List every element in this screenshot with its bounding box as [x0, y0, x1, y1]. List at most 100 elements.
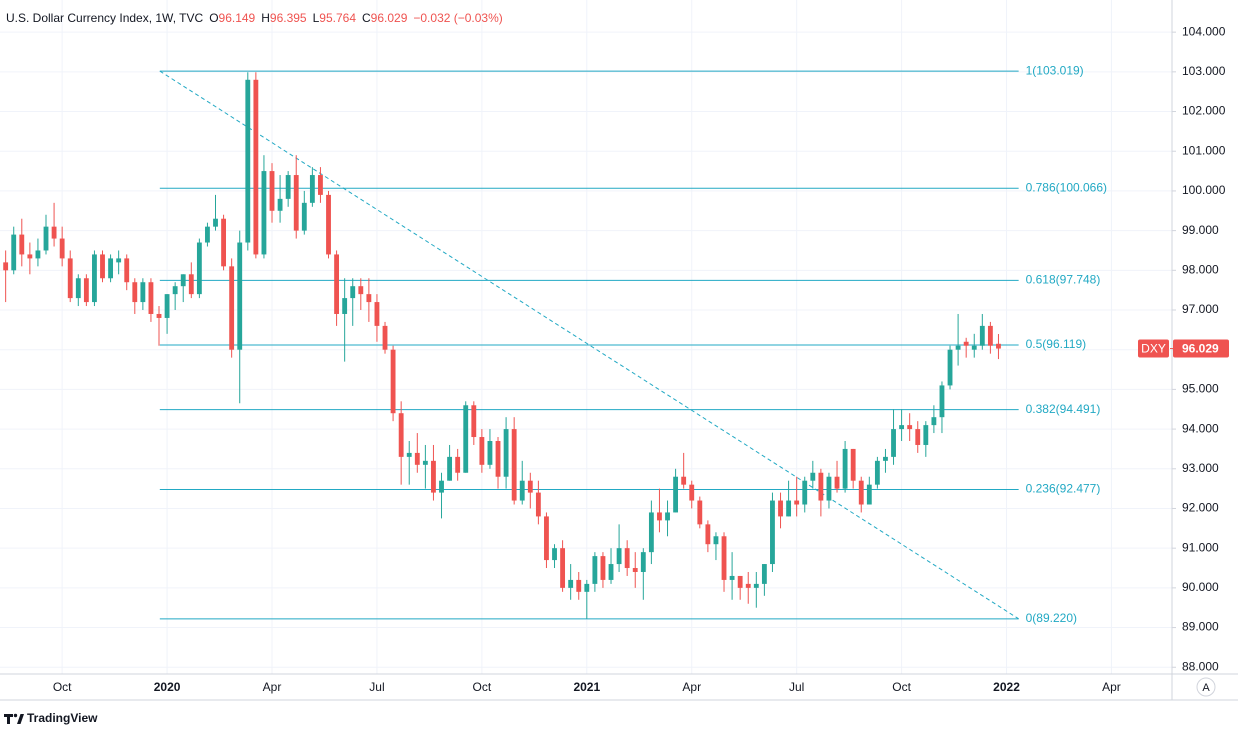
- candle-body: [269, 171, 275, 211]
- y-tick-label: 92.000: [1182, 501, 1219, 515]
- logo-part: [17, 714, 24, 724]
- candle-body: [891, 429, 896, 457]
- candle-body: [544, 516, 549, 561]
- candle-body: [156, 313, 162, 318]
- candles: [3, 72, 1001, 619]
- y-tick-label: 98.000: [1182, 262, 1219, 276]
- candle-body: [689, 484, 695, 501]
- candle-body: [931, 417, 937, 426]
- x-tick-label: Apr: [263, 680, 282, 694]
- candle-body: [196, 242, 202, 295]
- candle-body: [100, 254, 105, 279]
- x-tick-label: Jul: [369, 680, 384, 694]
- candle-body: [92, 254, 97, 303]
- x-tick-label: Jul: [789, 680, 804, 694]
- candle-body: [116, 258, 122, 263]
- x-tick-label: 2022: [993, 680, 1020, 694]
- ohlc-value: 95.764: [319, 11, 356, 25]
- y-tick-label: 100.000: [1182, 183, 1226, 197]
- fib-retracement: 1(103.019) 0.786(100.066) 0.618(97.748) 0.5…: [159, 63, 1107, 625]
- candle-body: [447, 456, 453, 481]
- candle-body: [979, 325, 985, 346]
- x-tick-label: 2020: [154, 680, 181, 694]
- candle-body: [753, 583, 759, 588]
- candle-body: [342, 298, 348, 314]
- candle-body: [600, 556, 606, 580]
- candle-body: [140, 282, 146, 303]
- axes: 88.000 89.000 90.000 91.000 92.000 93.000 94.0…: [53, 24, 1229, 694]
- candle-body: [923, 425, 929, 445]
- candle-body: [729, 575, 735, 580]
- ohlc-value: 96.029: [370, 11, 408, 25]
- y-tick-label: 89.000: [1182, 620, 1219, 634]
- candle-body: [245, 79, 251, 243]
- candle-body: [221, 218, 227, 267]
- candle-body: [358, 286, 364, 295]
- candle-body: [75, 278, 81, 299]
- candle-body: [681, 476, 687, 485]
- fib-label: 0.618(97.748): [1026, 272, 1101, 286]
- symbol-tag-label: DXY: [1141, 342, 1166, 356]
- candle-body: [826, 476, 832, 501]
- candle-body: [527, 480, 533, 493]
- y-tick-label: 101.000: [1182, 143, 1226, 157]
- fib-label: 0.382(94.491): [1026, 402, 1101, 416]
- candle-body: [503, 429, 509, 477]
- candle-body: [648, 512, 654, 553]
- auto-scale-button[interactable]: [1196, 677, 1216, 697]
- candle-body: [431, 460, 436, 493]
- candle-body: [422, 460, 428, 465]
- candle-body: [3, 262, 9, 271]
- candle-body: [786, 500, 792, 517]
- x-tick-label: Apr: [682, 680, 701, 694]
- fib-label: 0.236(92.477): [1026, 482, 1101, 496]
- candle-body: [27, 254, 33, 259]
- candle-body: [761, 564, 767, 584]
- auto-scale-label[interactable]: A: [1202, 682, 1210, 694]
- ohlc-prefix: L: [312, 11, 320, 25]
- last-price-label: 96.029: [1182, 342, 1219, 356]
- candle-body: [834, 476, 840, 489]
- brand-name: TradingView: [27, 711, 98, 725]
- candle-body: [495, 440, 501, 477]
- candle-body: [83, 278, 89, 303]
- y-tick-label: 99.000: [1182, 223, 1219, 237]
- candle-body: [366, 294, 372, 303]
- ohlc-value: 96.395: [269, 11, 307, 25]
- candle-body: [608, 564, 614, 580]
- fib-trend-line: [159, 70, 1019, 620]
- candle-body: [285, 175, 291, 199]
- candle-body: [205, 226, 210, 243]
- candle-body: [148, 282, 154, 314]
- candle-body: [108, 258, 114, 279]
- candle-body: [874, 460, 880, 485]
- y-tick-label: 103.000: [1182, 64, 1226, 78]
- candle-body: [673, 476, 679, 513]
- fib-label: 0(89.220): [1026, 611, 1077, 625]
- candle-body: [374, 302, 380, 326]
- candle-body: [794, 500, 800, 505]
- candle-body: [51, 226, 57, 239]
- candle-body: [180, 274, 186, 287]
- candle-body: [309, 175, 315, 203]
- ohlc-prefix: O: [209, 11, 219, 25]
- candle-body: [963, 341, 969, 346]
- ohlc-prefix: C: [362, 11, 371, 25]
- candle-body: [35, 250, 41, 259]
- candle-body: [511, 429, 517, 501]
- candle-body: [124, 258, 130, 283]
- candle-body: [810, 472, 816, 481]
- candle-body: [858, 480, 864, 505]
- candle-body: [705, 524, 711, 545]
- candle-body: [632, 568, 638, 572]
- candle-body: [301, 202, 307, 231]
- candle-body: [640, 552, 646, 572]
- candle-body: [67, 258, 73, 299]
- candle-body: [713, 536, 719, 545]
- candle-body: [560, 548, 566, 588]
- candle-body: [657, 512, 662, 521]
- candle-body: [737, 575, 743, 588]
